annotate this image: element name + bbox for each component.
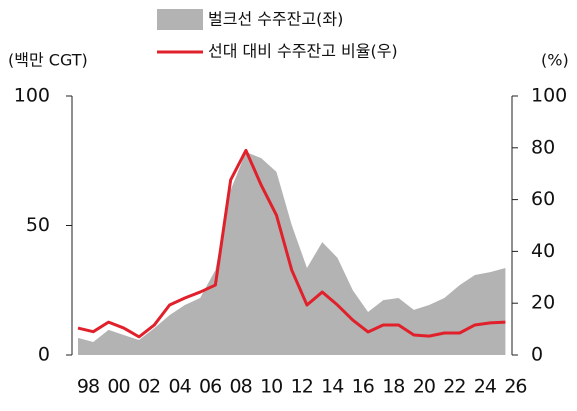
x-tick-label: 26 — [504, 376, 526, 398]
x-tick-label: 16 — [352, 376, 374, 398]
x-tick-label: 14 — [321, 376, 344, 398]
x-tick-label: 18 — [382, 376, 404, 398]
x-tick-label: 02 — [138, 376, 160, 398]
x-tick-label: 08 — [230, 376, 252, 398]
x-tick-label: 24 — [474, 376, 497, 398]
x-tick-label: 10 — [260, 376, 282, 398]
y2-tick-label: 20 — [531, 292, 555, 314]
y-tick-label: 50 — [26, 214, 50, 236]
legend-label: 벌크선 수주잔고(좌) — [208, 10, 343, 29]
y2-axis-label: (%) — [541, 51, 569, 70]
x-tick-label: 22 — [443, 376, 465, 398]
line — [77, 148, 506, 339]
area — [78, 151, 506, 355]
legend-label: 선대 대비 수주잔고 비율(우) — [208, 42, 398, 61]
x-tick-label: 12 — [291, 376, 313, 398]
y-tick-label: 100 — [14, 85, 50, 107]
y2-tick-label: 40 — [531, 240, 555, 262]
y2-tick-label: 80 — [531, 136, 555, 158]
x-tick-label: 06 — [199, 376, 221, 398]
y2-tick-label: 60 — [531, 188, 555, 210]
x-tick-label: 00 — [107, 376, 129, 398]
y-axis-label: (백만 CGT) — [8, 51, 88, 70]
legend-swatch-area — [157, 9, 203, 30]
x-tick-label: 98 — [77, 376, 99, 398]
y2-tick-label: 0 — [531, 344, 543, 366]
x-tick-label: 04 — [168, 376, 191, 398]
x-tick-label: 20 — [413, 376, 435, 398]
y2-tick-label: 100 — [531, 85, 567, 107]
y-tick-label: 0 — [38, 344, 50, 366]
